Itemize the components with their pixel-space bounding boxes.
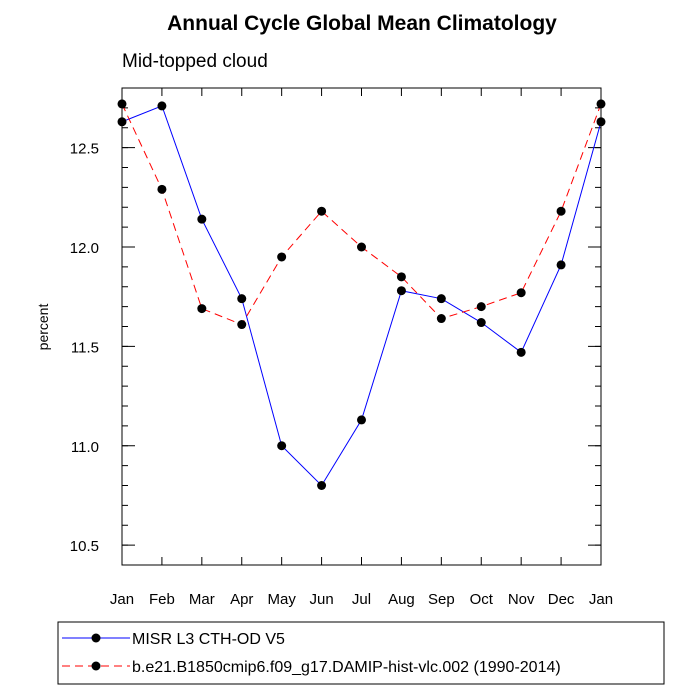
- plot-frame: [121, 87, 602, 566]
- legend-marker-misr: [91, 633, 101, 643]
- series-1-point: [237, 320, 247, 330]
- x-tick-label: Feb: [149, 591, 175, 608]
- chart-subtitle: Mid-topped cloud: [122, 51, 268, 72]
- y-tick-label: 10.5: [70, 538, 99, 555]
- series-1-point: [157, 184, 167, 194]
- x-tick-label: Jan: [110, 591, 134, 608]
- series-line-0: [121, 105, 602, 487]
- x-tick-labels: Jan Feb Mar Apr May Jun Jul Aug Sep Oct Nov Dec Jan: [110, 591, 613, 608]
- x-tick-label: Oct: [470, 591, 494, 608]
- x-tick-label: Nov: [508, 591, 535, 608]
- series-1-point: [476, 302, 486, 312]
- legend-label-model: b.e21.B1850cmip6.f09_g17.DAMIP-hist-vlc.…: [132, 659, 561, 676]
- series-0-point: [197, 214, 207, 224]
- series-0-point: [476, 318, 486, 328]
- series-layer: [117, 99, 606, 490]
- series-1-point: [396, 272, 406, 282]
- y-tick-label: 11.5: [71, 339, 99, 356]
- series-1-point: [596, 99, 606, 109]
- x-tick-label: Jul: [352, 591, 371, 608]
- x-tick-label: Mar: [189, 591, 215, 608]
- series-0-point: [237, 294, 247, 304]
- x-tick-label: Jan: [589, 591, 613, 608]
- series-0-point: [117, 117, 127, 127]
- chart-title: Annual Cycle Global Mean Climatology: [167, 12, 557, 35]
- y-axis-label: percent: [35, 304, 51, 351]
- series-1-point: [277, 252, 287, 262]
- series-0-point: [157, 101, 167, 111]
- series-1-point: [556, 206, 566, 216]
- series-0-point: [596, 117, 606, 127]
- series-0-point: [396, 286, 406, 296]
- x-tick-label: May: [267, 591, 296, 608]
- legend-box: [57, 621, 665, 685]
- series-0-point: [317, 481, 327, 490]
- series-1-point: [117, 99, 127, 109]
- legend-label-misr: MISR L3 CTH-OD V5: [132, 631, 285, 648]
- series-1-point: [516, 288, 526, 298]
- x-tick-label: Apr: [230, 591, 253, 608]
- series-1-point: [436, 314, 446, 324]
- y-tick-label: 12.5: [70, 141, 99, 158]
- series-0-point: [516, 347, 526, 357]
- series-line-1: [121, 103, 602, 326]
- series-0-point: [277, 441, 287, 451]
- x-tick-label: Jun: [309, 591, 333, 608]
- series-1-point: [317, 206, 327, 216]
- series-1-point: [197, 304, 207, 314]
- x-tick-label: Dec: [548, 591, 575, 608]
- series-1-point: [357, 242, 366, 252]
- x-tick-label: Aug: [388, 591, 415, 608]
- axis-ticks: [121, 87, 602, 566]
- x-tick-label: Sep: [428, 591, 455, 608]
- series-0-point: [556, 260, 566, 270]
- y-tick-labels: 10.5 11.0 11.5 12.0 12.5: [70, 141, 99, 556]
- series-0-point: [436, 294, 446, 304]
- legend: MISR L3 CTH-OD V5 b.e21.B1850cmip6.f09_g…: [57, 621, 665, 685]
- series-0-point: [357, 415, 366, 425]
- y-tick-label: 11.0: [71, 439, 99, 456]
- legend-marker-model: [91, 661, 101, 671]
- y-tick-label: 12.0: [70, 240, 99, 257]
